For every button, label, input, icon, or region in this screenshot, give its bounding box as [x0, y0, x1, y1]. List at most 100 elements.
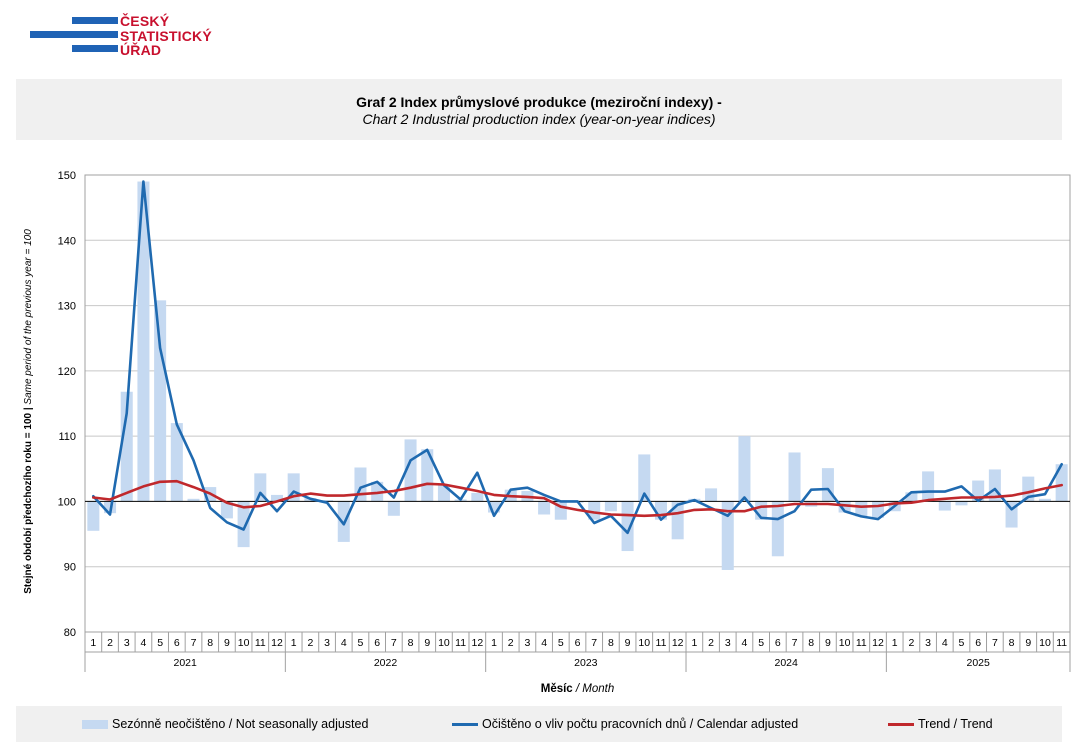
bar [771, 501, 784, 557]
bar [137, 181, 150, 502]
chart-title: Graf 2 Index průmyslové produkce (meziro… [356, 94, 722, 110]
month-tick-label: 6 [374, 637, 380, 649]
month-tick-label: 5 [959, 637, 965, 649]
month-tick-label: 9 [424, 637, 430, 649]
y-tick-label: 130 [58, 301, 76, 313]
month-tick-label: 10 [1039, 637, 1051, 649]
month-tick-label: 8 [408, 637, 414, 649]
year-label: 2024 [775, 657, 799, 669]
legend-swatch-calendar [452, 722, 478, 726]
month-tick-label: 12 [271, 637, 283, 649]
bar [838, 501, 851, 513]
y-tick-label: 100 [58, 496, 76, 508]
bar [955, 501, 968, 506]
month-tick-label: 8 [1009, 637, 1015, 649]
legend: Sezónně neočištěno / Not seasonally adju… [16, 706, 1062, 742]
bar [938, 501, 951, 511]
logo-line-1: ČESKÝ [120, 13, 170, 29]
month-tick-label: 4 [942, 637, 948, 649]
bar [788, 452, 801, 502]
month-tick-label: 10 [638, 637, 650, 649]
month-tick-label: 11 [856, 637, 867, 649]
month-tick-label: 2 [307, 637, 313, 649]
month-tick-label: 3 [725, 637, 731, 649]
bar [87, 501, 100, 531]
month-tick-label: 12 [672, 637, 684, 649]
calendar-adjusted-line [92, 180, 1063, 535]
bar [905, 492, 918, 502]
month-tick-label: 7 [391, 637, 397, 649]
year-label: 2022 [374, 657, 398, 669]
month-tick-label: 6 [775, 637, 781, 649]
bar [638, 454, 651, 502]
month-tick-label: 1 [291, 637, 297, 649]
bar [671, 501, 684, 540]
month-tick-label: 8 [608, 637, 614, 649]
month-tick-label: 7 [591, 637, 597, 649]
month-tick-label: 2 [107, 637, 113, 649]
y-axis-title: Stejné období předchozího roku = 100 | S… [23, 229, 34, 594]
bar [922, 471, 935, 502]
month-tick-label: 2 [508, 637, 514, 649]
bar [538, 501, 551, 515]
month-tick-label: 5 [358, 637, 364, 649]
month-tick-label: 5 [758, 637, 764, 649]
legend-label-bar: Sezónně neočištěno / Not seasonally adju… [112, 717, 369, 731]
x-axis-title-italic: / Month [573, 683, 615, 695]
year-label: 2023 [574, 657, 598, 669]
month-tick-label: 6 [575, 637, 581, 649]
logo-text: ČESKÝ STATISTICKÝ ÚŘAD [120, 14, 212, 58]
month-tick-label: 4 [541, 637, 547, 649]
logo-line-3: ÚŘAD [120, 42, 162, 58]
month-tick-label: 11 [255, 637, 266, 649]
month-tick-label: 6 [975, 637, 981, 649]
month-tick-label: 2 [708, 637, 714, 649]
chart-subtitle: Chart 2 Industrial production index (yea… [362, 111, 716, 127]
y-axis-title-italic: Same period of the previous year = 100 [23, 229, 34, 405]
legend-swatch-bar [82, 719, 108, 729]
legend-label-trend: Trend / Trend [918, 717, 993, 731]
month-tick-label: 3 [324, 637, 330, 649]
year-label: 2021 [173, 657, 197, 669]
bar [120, 391, 133, 502]
month-tick-label: 6 [174, 637, 180, 649]
month-tick-label: 12 [872, 637, 884, 649]
month-tick-label: 10 [238, 637, 250, 649]
legend-item-trend: Trend / Trend [888, 717, 993, 731]
legend-item-calendar-adjusted: Očištěno o vliv počtu pracovních dnů / C… [452, 717, 798, 731]
month-tick-label: 9 [1025, 637, 1031, 649]
month-tick-label: 7 [191, 637, 197, 649]
month-tick-label: 4 [341, 637, 347, 649]
chart-area: 80 90 100 110 120 130 140 150 1 2 3 4 5 6 7 8 9 10 11 12 1 2 3… [0, 160, 1074, 705]
plot-border [84, 174, 1071, 633]
bar [588, 501, 601, 520]
month-tick-label: 11 [1056, 637, 1067, 649]
trend-line [92, 479, 1063, 518]
bar [1038, 498, 1051, 502]
y-tick-label: 140 [58, 235, 76, 247]
chart-title-box: Graf 2 Index průmyslové produkce (meziro… [16, 79, 1062, 140]
month-tick-label: 3 [925, 637, 931, 649]
logo-stripe [72, 45, 118, 52]
month-tick-label: 10 [438, 637, 450, 649]
month-tick-label: 7 [992, 637, 998, 649]
month-tick-label: 4 [742, 637, 748, 649]
month-tick-label: 3 [124, 637, 130, 649]
month-tick-label: 3 [524, 637, 530, 649]
bar [471, 492, 484, 502]
bar [721, 501, 734, 570]
y-tick-label: 110 [58, 431, 76, 443]
bar [488, 501, 501, 513]
bar [187, 498, 200, 502]
bar [220, 501, 233, 519]
bar [705, 488, 718, 502]
bar [387, 501, 400, 516]
y-tick-label: 150 [58, 170, 76, 182]
month-tick-label: 12 [471, 637, 483, 649]
y-tick-label: 80 [64, 627, 76, 639]
month-tick-label: 1 [491, 637, 497, 649]
month-tick-label: 9 [224, 637, 230, 649]
month-tick-label: 9 [825, 637, 831, 649]
legend-swatch-trend [888, 722, 914, 726]
